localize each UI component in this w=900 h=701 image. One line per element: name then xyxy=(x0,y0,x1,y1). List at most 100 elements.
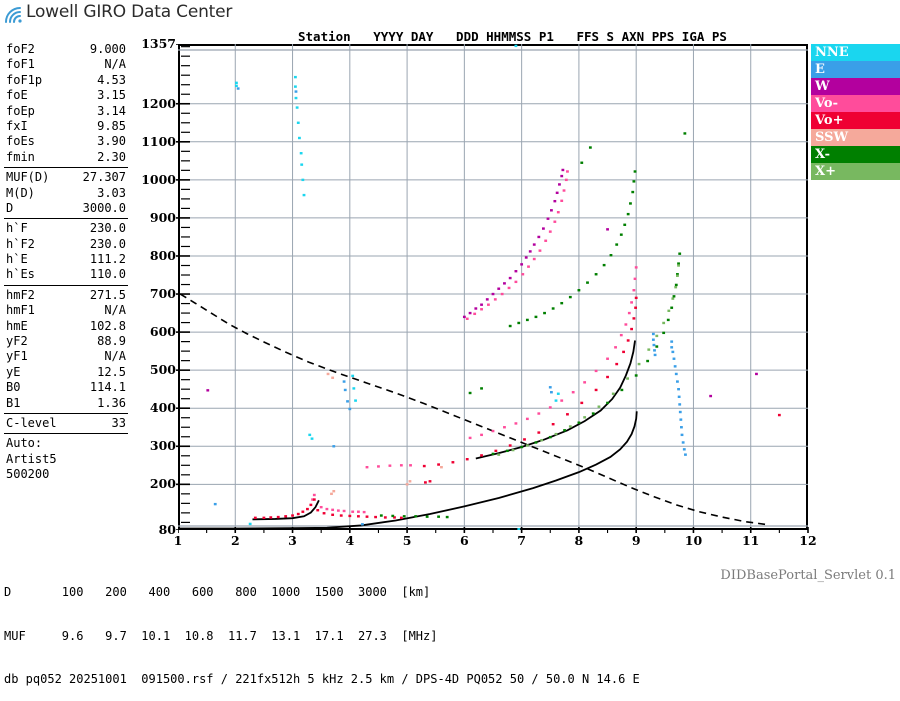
echo-point xyxy=(408,480,412,483)
legend-item-x-[interactable]: X- xyxy=(811,146,900,163)
echo-point xyxy=(316,509,320,512)
echo-point xyxy=(468,436,472,440)
param-key: foF2 xyxy=(6,42,35,56)
muf-dashed-curve xyxy=(179,293,769,526)
echo-point xyxy=(480,433,483,437)
param-fxI: fxI 9.85 xyxy=(0,119,132,134)
echo-point xyxy=(634,306,638,309)
echo-point xyxy=(542,227,545,230)
echo-point xyxy=(614,346,617,349)
echo-point xyxy=(606,401,609,405)
footer-info: D 100 200 400 600 800 1000 1500 3000 [km… xyxy=(4,556,640,701)
echo-point xyxy=(301,510,305,513)
legend-item-ssw[interactable]: SSW xyxy=(811,129,900,146)
echo-point xyxy=(428,480,432,483)
param-value: 3000.0 xyxy=(82,200,126,215)
echo-point xyxy=(308,433,312,437)
echo-point xyxy=(615,243,619,246)
param-key: yE xyxy=(6,364,21,379)
echo-point xyxy=(537,431,541,434)
echo-point xyxy=(674,372,678,376)
echo-point xyxy=(514,280,518,284)
echo-point xyxy=(568,295,572,299)
echo-point xyxy=(583,381,587,384)
echo-point xyxy=(235,81,238,85)
echo-point xyxy=(537,412,541,415)
divider xyxy=(4,412,128,414)
echo-point xyxy=(399,464,403,467)
param-key: h`F2 xyxy=(6,236,35,251)
echo-point xyxy=(580,161,584,164)
echo-point xyxy=(336,509,340,512)
param-MD: M(D) 3.03 xyxy=(0,186,132,201)
echo-point xyxy=(399,516,403,520)
echo-point xyxy=(676,273,679,276)
echo-point xyxy=(296,512,300,516)
echo-point xyxy=(525,444,529,447)
echo-point xyxy=(312,493,316,497)
series-vo- xyxy=(311,170,638,514)
echo-point xyxy=(473,312,477,316)
echo-point xyxy=(558,183,561,186)
echo-point xyxy=(571,391,575,394)
echo-point xyxy=(342,509,346,513)
param-hmE: hmE 102.8 xyxy=(0,319,132,334)
series-vo- xyxy=(253,296,781,520)
echo-point xyxy=(534,315,538,319)
echo-point xyxy=(632,317,636,320)
echo-point xyxy=(294,90,298,93)
x-axis-tick-label: 5 xyxy=(402,533,412,548)
echo-point xyxy=(568,425,572,428)
param-key: D xyxy=(6,200,14,215)
y-axis-labels: 1357 1200 1100 1000 900 800 700 600 500 400 300 200… xyxy=(140,36,190,537)
legend-item-w[interactable]: W xyxy=(811,78,900,95)
x-axis-tick-label: 1 xyxy=(173,533,183,548)
footer-muf-row: MUF 9.6 9.7 10.1 10.8 11.7 13.1 17.1 27.… xyxy=(4,628,438,643)
echo-point xyxy=(462,315,466,319)
echo-point xyxy=(311,498,314,501)
param-fmin: fmin 2.30 xyxy=(0,150,132,165)
param-value: 271.5 xyxy=(89,287,126,302)
legend-item-nne[interactable]: NNE xyxy=(811,44,900,61)
echo-point xyxy=(332,445,336,448)
legend-item-e[interactable]: E xyxy=(811,61,900,78)
echo-point xyxy=(623,223,627,226)
echo-point xyxy=(556,392,560,395)
echo-point xyxy=(548,386,552,389)
echo-point xyxy=(491,292,495,296)
ionogram-plot[interactable] xyxy=(178,44,808,530)
echo-point xyxy=(619,233,623,236)
param-value: 3.15 xyxy=(97,88,126,103)
echo-point xyxy=(528,250,532,253)
echo-point xyxy=(291,514,294,517)
divider xyxy=(4,218,128,220)
echo-point xyxy=(525,318,529,322)
series-e xyxy=(213,87,687,526)
echo-point xyxy=(302,193,306,197)
echo-point xyxy=(284,515,288,518)
echo-point xyxy=(534,441,538,444)
echo-point xyxy=(538,249,542,252)
echo-point xyxy=(351,374,355,378)
legend-item-vo-[interactable]: Vo- xyxy=(811,95,900,112)
x-axis-labels: 1 2 3 4 5 6 7 8 9 10 11 12 xyxy=(174,527,817,551)
echo-point xyxy=(468,391,472,395)
echo-point xyxy=(301,178,305,182)
y-axis-tick-label: 300 xyxy=(149,438,176,454)
legend-item-x-[interactable]: X+ xyxy=(811,163,900,180)
echo-point xyxy=(508,276,512,280)
legend-item-vo-[interactable]: Vo+ xyxy=(811,112,900,129)
echo-point xyxy=(465,317,469,320)
y-axis-tick-label: 600 xyxy=(149,324,176,340)
echo-point xyxy=(634,374,638,377)
echo-point xyxy=(295,106,299,109)
param-key: foEp xyxy=(6,103,35,118)
x-axis-tick-label: 6 xyxy=(460,533,469,548)
echo-point xyxy=(517,321,521,325)
param-key: foEs xyxy=(6,134,35,149)
echo-point xyxy=(491,429,495,433)
echo-point xyxy=(276,515,280,519)
param-key: B0 xyxy=(6,380,21,395)
echo-point xyxy=(546,217,550,220)
echo-point xyxy=(580,401,584,405)
